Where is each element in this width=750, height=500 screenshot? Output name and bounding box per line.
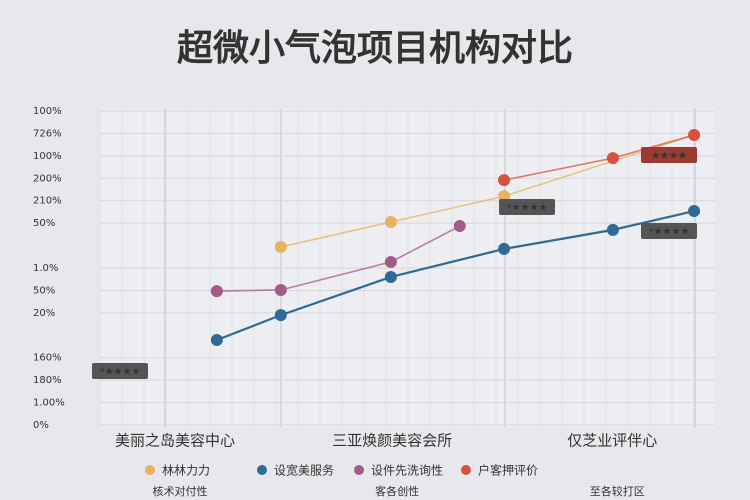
data-point <box>498 174 511 187</box>
legend-swatch <box>354 465 364 475</box>
data-point <box>606 152 619 165</box>
y-tick-label: 180% <box>33 375 62 386</box>
x-sublabel: 客各创性 <box>375 484 419 498</box>
y-tick-label: 1.00% <box>33 398 65 409</box>
annotation-text: *★★★★ <box>507 203 548 214</box>
y-tick-label: 20% <box>33 308 55 319</box>
annotation-badge <box>641 147 697 163</box>
legend-swatch <box>461 465 471 475</box>
data-point <box>498 242 511 255</box>
legend-swatch <box>145 465 155 475</box>
data-point <box>274 309 287 322</box>
y-tick-label: 160% <box>33 353 62 364</box>
y-tick-label: 0% <box>33 420 49 431</box>
annotation-badge <box>92 363 148 379</box>
y-tick-label: 100% <box>33 106 62 117</box>
series-line <box>216 209 695 342</box>
x-tick-label: 三亚焕颜美容会所 <box>332 432 452 450</box>
data-point <box>210 285 223 298</box>
y-tick-label: 50% <box>33 285 55 296</box>
data-point <box>384 255 397 268</box>
x-sublabel: 核术对付性 <box>153 484 208 498</box>
data-point <box>688 205 701 218</box>
data-point <box>688 128 701 141</box>
data-point <box>274 283 287 296</box>
annotation-text: *★★★★ <box>100 367 141 378</box>
chart-title: 超微小气泡项目机构对比 <box>177 28 573 69</box>
y-tick-label: 50% <box>33 218 55 229</box>
data-point <box>384 216 397 229</box>
legend-label: 设件先洗询性 <box>371 464 443 478</box>
y-tick-label: 726% <box>33 128 62 139</box>
legend-label: 户客押评价 <box>478 463 538 478</box>
annotation-text: ★★★★ <box>651 151 687 162</box>
x-tick-label: 美丽之岛美容中心 <box>115 432 235 450</box>
data-point <box>453 220 466 233</box>
series-line <box>280 134 695 248</box>
data-point <box>606 223 619 236</box>
legend-label: 设宽美服务 <box>274 463 334 478</box>
annotation-text: *★★★★ <box>649 227 690 238</box>
x-sublabel: 至各较打区 <box>590 484 645 498</box>
x-tick-label: 仅芝业评伴心 <box>567 432 657 450</box>
y-tick-label: 210% <box>33 196 62 207</box>
series-line <box>216 225 461 292</box>
y-tick-label: 1.0% <box>33 263 58 274</box>
legend-swatch <box>257 465 267 475</box>
annotation-badge <box>641 223 697 239</box>
data-point <box>384 270 397 283</box>
y-tick-label: 100% <box>33 151 62 162</box>
data-point <box>210 333 223 346</box>
legend-label: 林林力力 <box>162 464 210 478</box>
y-tick-label: 200% <box>33 173 62 184</box>
data-point <box>274 240 287 253</box>
annotation-badge <box>499 199 555 215</box>
